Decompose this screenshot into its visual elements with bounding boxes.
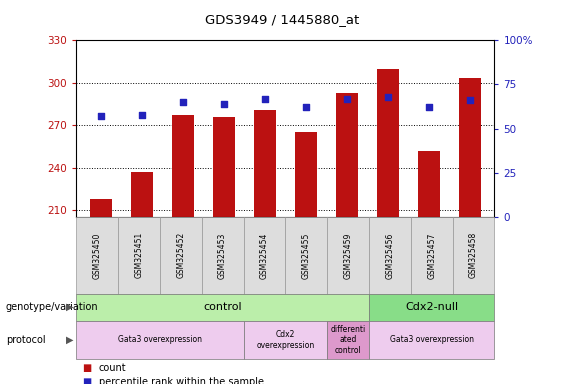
Bar xyxy=(418,151,440,217)
Text: GDS3949 / 1445880_at: GDS3949 / 1445880_at xyxy=(205,13,360,26)
Text: GSM325458: GSM325458 xyxy=(469,232,478,278)
Text: GSM325450: GSM325450 xyxy=(93,232,102,278)
Text: GSM325452: GSM325452 xyxy=(176,232,185,278)
Text: GSM325459: GSM325459 xyxy=(344,232,353,278)
Point xyxy=(260,96,270,102)
Bar xyxy=(459,78,481,217)
Text: control: control xyxy=(203,302,242,312)
Bar xyxy=(336,93,358,217)
Point xyxy=(301,104,310,111)
Text: Gata3 overexpression: Gata3 overexpression xyxy=(390,335,473,344)
Bar xyxy=(294,132,317,217)
Point xyxy=(383,94,392,100)
Text: differenti
ated
control: differenti ated control xyxy=(331,325,366,355)
Text: GSM325457: GSM325457 xyxy=(427,232,436,278)
Text: count: count xyxy=(99,363,127,373)
Bar xyxy=(90,199,112,217)
Point xyxy=(219,101,228,107)
Point xyxy=(97,113,106,119)
Bar xyxy=(376,69,399,217)
Bar xyxy=(131,172,153,217)
Point xyxy=(179,99,188,105)
Bar xyxy=(212,117,235,217)
Text: GSM325454: GSM325454 xyxy=(260,232,269,278)
Bar xyxy=(254,109,276,217)
Point xyxy=(424,104,433,111)
Text: Cdx2-null: Cdx2-null xyxy=(405,302,458,312)
Point xyxy=(137,111,146,118)
Text: Gata3 overexpression: Gata3 overexpression xyxy=(118,335,202,344)
Text: GSM325451: GSM325451 xyxy=(134,232,144,278)
Bar xyxy=(172,115,194,217)
Text: GSM325456: GSM325456 xyxy=(385,232,394,278)
Text: percentile rank within the sample: percentile rank within the sample xyxy=(99,377,264,384)
Text: GSM325453: GSM325453 xyxy=(218,232,227,278)
Text: protocol: protocol xyxy=(6,335,45,345)
Text: ■: ■ xyxy=(82,377,91,384)
Text: ▶: ▶ xyxy=(66,302,73,312)
Text: ■: ■ xyxy=(82,363,91,373)
Text: Cdx2
overexpression: Cdx2 overexpression xyxy=(256,330,315,349)
Point xyxy=(342,96,351,102)
Text: genotype/variation: genotype/variation xyxy=(6,302,98,312)
Text: ▶: ▶ xyxy=(66,335,73,345)
Text: GSM325455: GSM325455 xyxy=(302,232,311,278)
Point xyxy=(465,97,474,103)
